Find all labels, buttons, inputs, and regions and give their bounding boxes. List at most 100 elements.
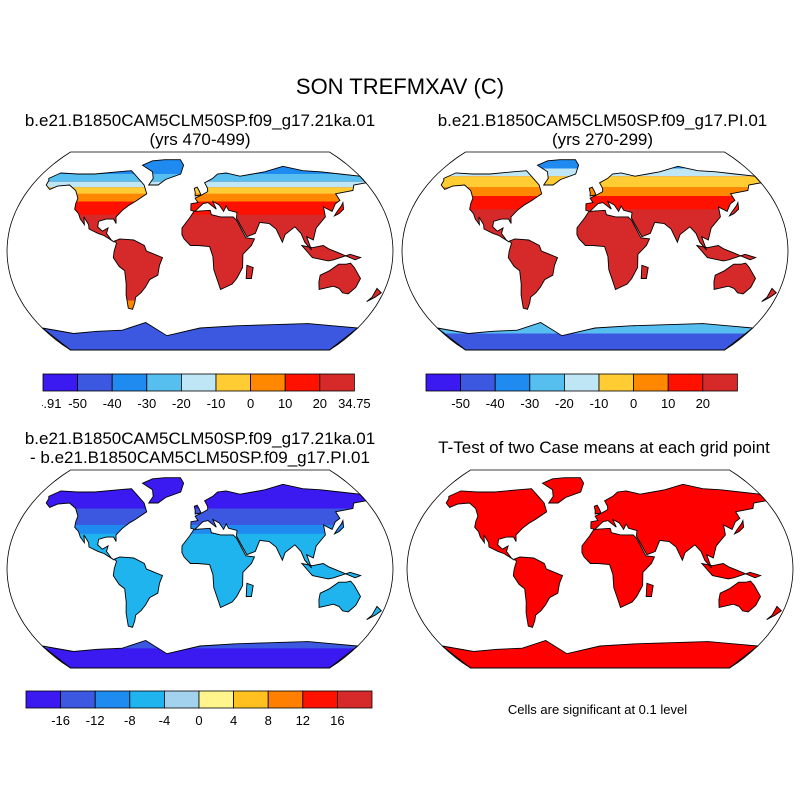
coastline-japan [333,518,345,535]
colorbar-swatch [129,690,165,709]
map-case2 [400,150,790,352]
coastline-greenland [141,477,185,504]
coastlines [42,477,382,669]
colorbar-swatch [563,373,600,392]
coastline-eurasia [190,165,367,251]
colorbar-swatch [94,690,131,709]
colorbar-swatch [319,373,355,392]
colorbar-label: -20 [555,396,574,411]
lat-band [437,322,777,334]
colorbar-label: -20 [172,396,191,411]
colorbar-label: -12 [86,713,105,728]
coastline-southamerica [507,238,559,310]
colorbar-label: -40 [486,396,505,411]
colorbar-label: -16 [51,713,70,728]
colorbar-case2: -50 -40 -30 -20 -10 0 10 20 [425,373,738,411]
colorbar-label: 20 [696,396,710,411]
coastline-northamerica [445,488,548,561]
coastline-madagascar [245,582,254,597]
colorbar-swatch [284,373,321,392]
colorbar-swatch [77,373,113,392]
colorbar-swatch [180,373,217,392]
colorbar-label: 0 [247,396,254,411]
coastline-britain [193,186,202,197]
coastline-indonesia [700,562,762,580]
coastline-australia [718,580,762,613]
coastline-antarctica [442,640,759,669]
colorbar-swatch [233,690,269,709]
coastline-newzealand [761,287,777,302]
coastline-southamerica [112,556,164,628]
colorbar-swatch [702,373,738,392]
coastlines [437,159,777,351]
coastline-australia [713,262,757,295]
map-case1 [5,150,395,352]
coastline-newzealand [366,287,382,302]
panel-difference-title: b.e21.B1850CAM5CLM50SP.f09_g17.21ka.01 -… [0,429,400,467]
map-outline [406,469,794,669]
coastline-indonesia [695,244,757,262]
coastline-japan [733,518,745,535]
colorbar-swatch [215,373,251,392]
lat-band [437,333,777,350]
colorbar-label: -30 [520,396,539,411]
colorbar-label: -10 [207,396,226,411]
colorbar-label: -64.91 [42,396,61,411]
lat-band [42,193,382,202]
colorbar-swatch [494,373,531,392]
colorbar-swatch [529,373,565,392]
colorbar-case1: -64.91 -50 -40 -30 -20 -10 0 10 20 34.75 [42,373,371,411]
coastline-africa [581,527,656,609]
coastline-newzealand [366,605,382,620]
lat-band [42,187,382,194]
colorbar-label: -50 [451,396,470,411]
coastline-greenland [536,159,580,186]
colorbar-swatch [250,373,286,392]
panel-case1-title-line2: (yrs 470-499) [149,130,251,149]
coastline-madagascar [640,264,649,279]
colorbar-swatch [336,690,373,709]
coastline-britain [193,504,202,515]
colorbar-label: -8 [124,713,136,728]
colorbar-swatch [633,373,669,392]
panel-case2-title-line2: (yrs 270-299) [551,130,654,149]
lat-band [42,181,382,188]
coastline-eurasia [590,483,767,569]
colorbar-label: 12 [296,713,310,728]
colorbar-label: 10 [278,396,292,411]
figure-title: SON TREFMXAV (C) [295,74,505,99]
coastline-antarctica [42,322,359,351]
colorbar-swatch [198,690,234,709]
coastlines [442,477,782,669]
colorbar-swatch [302,690,338,709]
coastline-britain [588,186,597,197]
coastline-indonesia [300,244,362,262]
coastline-southamerica [512,556,564,628]
map-outline [401,151,789,351]
coastline-northamerica [45,488,148,561]
lat-band [437,187,777,196]
panel-ttest-title: T-Test of two Case means at each grid po… [438,438,770,457]
colorbar-label: -50 [68,396,87,411]
coastline-northamerica [440,170,543,243]
panel-case1-title-line1: b.e21.B1850CAM5CLM50SP.f09_g17.21ka.01 [24,111,376,130]
coastline-madagascar [645,582,654,597]
panel-case2-title: b.e21.B1850CAM5CLM50SP.f09_g17.PI.01 (yr… [405,111,800,149]
colorbar-swatch [146,373,182,392]
coastline-britain [593,504,602,515]
coastline-indonesia [300,562,362,580]
colorbar-label: 0 [630,396,637,411]
colorbar-swatch [25,690,61,709]
colorbar-swatch [111,373,148,392]
colorbar-label: -10 [590,396,609,411]
coastline-japan [333,200,345,217]
map-outline [6,469,394,669]
colorbar-label: 8 [265,713,272,728]
coastline-northamerica [45,170,148,243]
coastline-africa [181,527,256,609]
coastline-greenland [141,159,185,186]
coastline-africa [181,209,256,291]
colorbar-label: 20 [313,396,327,411]
significance-note: Cells are significant at 0.1 level [507,702,688,717]
lat-band [42,648,382,668]
